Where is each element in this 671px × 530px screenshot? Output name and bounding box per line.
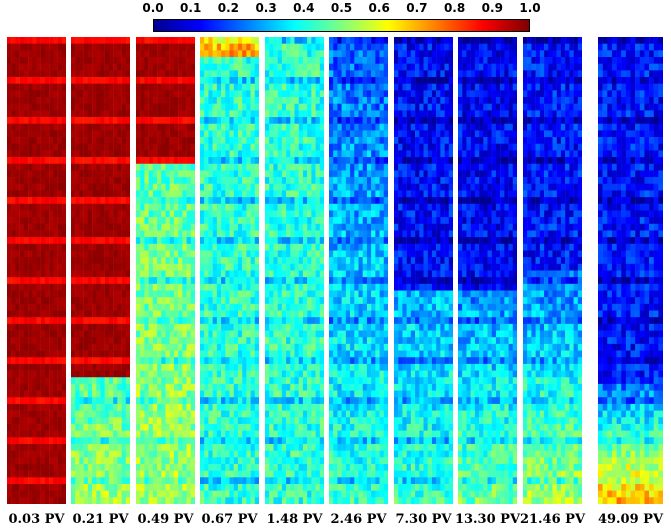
saturation-panel xyxy=(523,37,582,504)
panel-label: 49.09 PV xyxy=(597,512,664,527)
colorbar-tick-label: 0.7 xyxy=(406,1,428,15)
saturation-panel xyxy=(458,37,517,504)
panel-label: 21.46 PV xyxy=(519,512,586,527)
colorbar-tick-label: 0.8 xyxy=(443,1,466,15)
saturation-map xyxy=(394,37,453,504)
panel-label: 2.46 PV xyxy=(330,512,387,527)
saturation-panel xyxy=(598,37,663,504)
saturation-map xyxy=(329,37,388,504)
colorbar xyxy=(153,19,530,32)
saturation-panel xyxy=(394,37,453,504)
saturation-map xyxy=(458,37,517,504)
colorbar-tick-label: 0.9 xyxy=(481,1,503,15)
colorbar-tick-label: 0.0 xyxy=(142,1,164,15)
saturation-map xyxy=(598,37,663,504)
saturation-map xyxy=(523,37,582,504)
saturation-map xyxy=(200,37,259,504)
colorbar-tick-label: 0.4 xyxy=(293,1,315,15)
colorbar-tick-label: 1.0 xyxy=(519,1,541,15)
saturation-panel xyxy=(71,37,130,504)
saturation-panel xyxy=(7,37,66,504)
saturation-panel xyxy=(265,37,324,504)
colorbar-tick-label: 0.6 xyxy=(368,1,390,15)
panel-label: 1.48 PV xyxy=(266,512,323,527)
saturation-map xyxy=(71,37,130,504)
panel-label: 0.03 PV xyxy=(8,512,65,527)
saturation-map xyxy=(265,37,324,504)
panel-label: 13.30 PV xyxy=(454,512,521,527)
colorbar-tick-label: 0.2 xyxy=(217,1,240,15)
saturation-panel xyxy=(200,37,259,504)
saturation-map xyxy=(136,37,195,504)
saturation-map xyxy=(7,37,66,504)
panel-label: 0.67 PV xyxy=(201,512,258,527)
colorbar-tick-label: 0.1 xyxy=(180,1,202,15)
saturation-panel xyxy=(329,37,388,504)
colorbar-tick-label: 0.5 xyxy=(330,1,353,15)
panel-label: 7.30 PV xyxy=(395,512,452,527)
panel-label: 0.21 PV xyxy=(72,512,129,527)
saturation-panel xyxy=(136,37,195,504)
panel-label: 0.49 PV xyxy=(137,512,194,527)
colorbar-tick-label: 0.3 xyxy=(255,1,277,15)
